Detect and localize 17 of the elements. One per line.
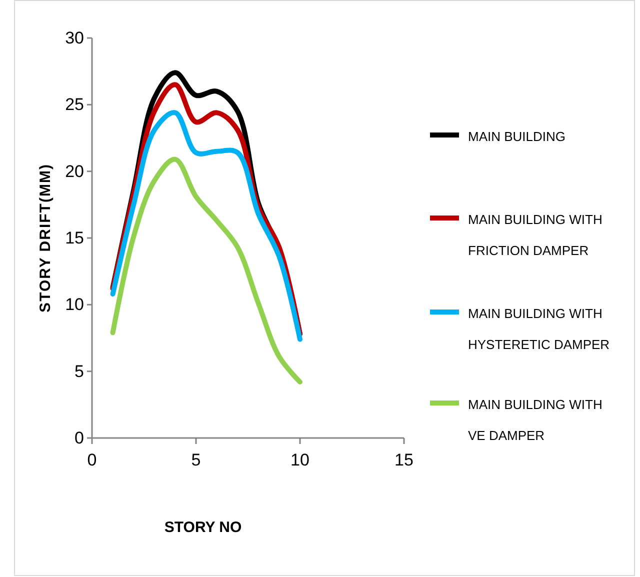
x-tick-label: 10 xyxy=(290,450,310,470)
y-tick-label: 15 xyxy=(65,228,84,248)
legend-label: MAIN BUILDING xyxy=(468,129,566,144)
y-tick-label: 20 xyxy=(65,162,84,181)
text: MAIN BUILDING WITH HYSTERETIC DAMPER xyxy=(468,306,610,352)
y-tick-label: 25 xyxy=(65,95,84,114)
y-tick-label: 5 xyxy=(74,362,84,381)
x-tick-label: 5 xyxy=(191,450,201,470)
x-tick-label: 0 xyxy=(87,450,97,470)
x-axis-title: STORY NO xyxy=(164,519,242,536)
y-tick-label: 10 xyxy=(65,295,84,314)
y-axis-title: STORY DRIFT(MM) xyxy=(37,164,54,312)
text: MAIN BUILDING WITH VE DAMPER xyxy=(468,397,602,443)
y-tick-label: 30 xyxy=(65,28,84,48)
text: MAIN BUILDING WITH FRICTION DAMPER xyxy=(468,212,602,258)
x-tick-label: 15 xyxy=(394,450,414,470)
y-tick-label: 0 xyxy=(74,428,84,448)
